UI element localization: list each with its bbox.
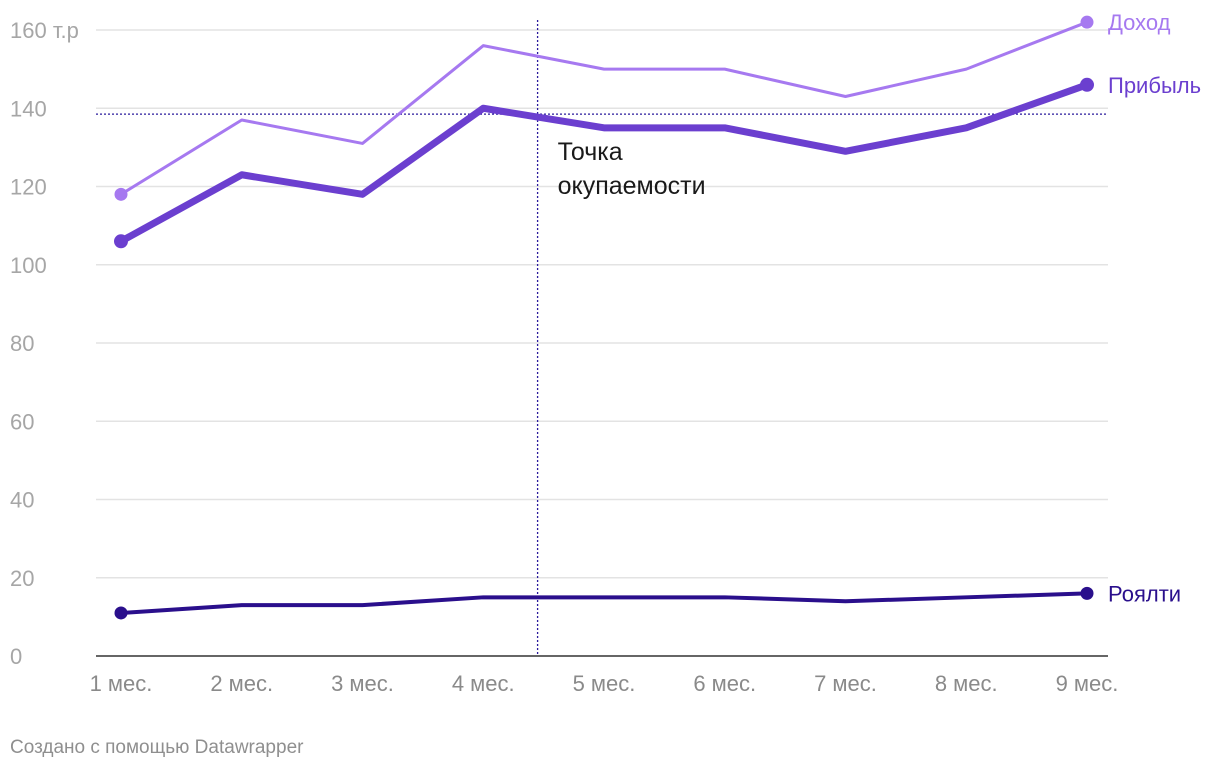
series-group: Доход Прибыль Роялти — [114, 10, 1201, 620]
x-axis-ticks: 1 мес. 2 мес. 3 мес. 4 мес. 5 мес. 6 мес. 7 ме… — [90, 671, 1119, 696]
x-tick-label: 4 мес. — [452, 671, 515, 696]
series-point-revenue — [114, 187, 128, 201]
y-axis-ticks: 0 20 40 60 80 100 120 140 160 т.р — [10, 18, 79, 669]
y-tick-label: 40 — [10, 488, 34, 513]
series-point-royalty — [1080, 586, 1094, 600]
series-point-profit — [1080, 77, 1094, 92]
annotation-line-1: Точка — [558, 138, 623, 166]
series-line-revenue — [119, 20, 1089, 196]
y-tick-label: 80 — [10, 331, 34, 356]
y-tick-label: 0 — [10, 644, 22, 669]
x-tick-label: 2 мес. — [210, 671, 273, 696]
x-tick-label: 3 мес. — [331, 671, 394, 696]
series-point-royalty — [114, 606, 128, 620]
x-tick-label: 1 мес. — [90, 671, 153, 696]
break-even-annotation: Точка окупаемости — [558, 138, 706, 200]
series-point-profit — [114, 234, 128, 249]
series-line-profit — [117, 81, 1091, 245]
series-label-profit: Прибыль — [1108, 73, 1201, 98]
y-tick-label: 140 — [10, 96, 47, 121]
y-tick-label: 120 — [10, 175, 47, 200]
y-tick-label: 100 — [10, 253, 47, 278]
y-tick-label: 20 — [10, 566, 34, 591]
y-tick-label: 60 — [10, 409, 34, 434]
series-label-revenue: Доход — [1108, 10, 1171, 35]
annotation-line-2: окупаемости — [558, 172, 706, 200]
x-tick-label: 6 мес. — [693, 671, 756, 696]
datawrapper-credit: Создано с помощью Datawrapper — [10, 737, 304, 758]
x-tick-label: 5 мес. — [573, 671, 636, 696]
series-point-revenue — [1080, 15, 1094, 29]
y-tick-label: 160 т.р — [10, 18, 79, 43]
grid-lines — [96, 29, 1108, 579]
x-tick-label: 9 мес. — [1056, 671, 1119, 696]
series-line-royalty — [119, 591, 1089, 615]
series-label-royalty: Роялти — [1108, 581, 1181, 606]
x-tick-label: 8 мес. — [935, 671, 998, 696]
x-tick-label: 7 мес. — [814, 671, 877, 696]
